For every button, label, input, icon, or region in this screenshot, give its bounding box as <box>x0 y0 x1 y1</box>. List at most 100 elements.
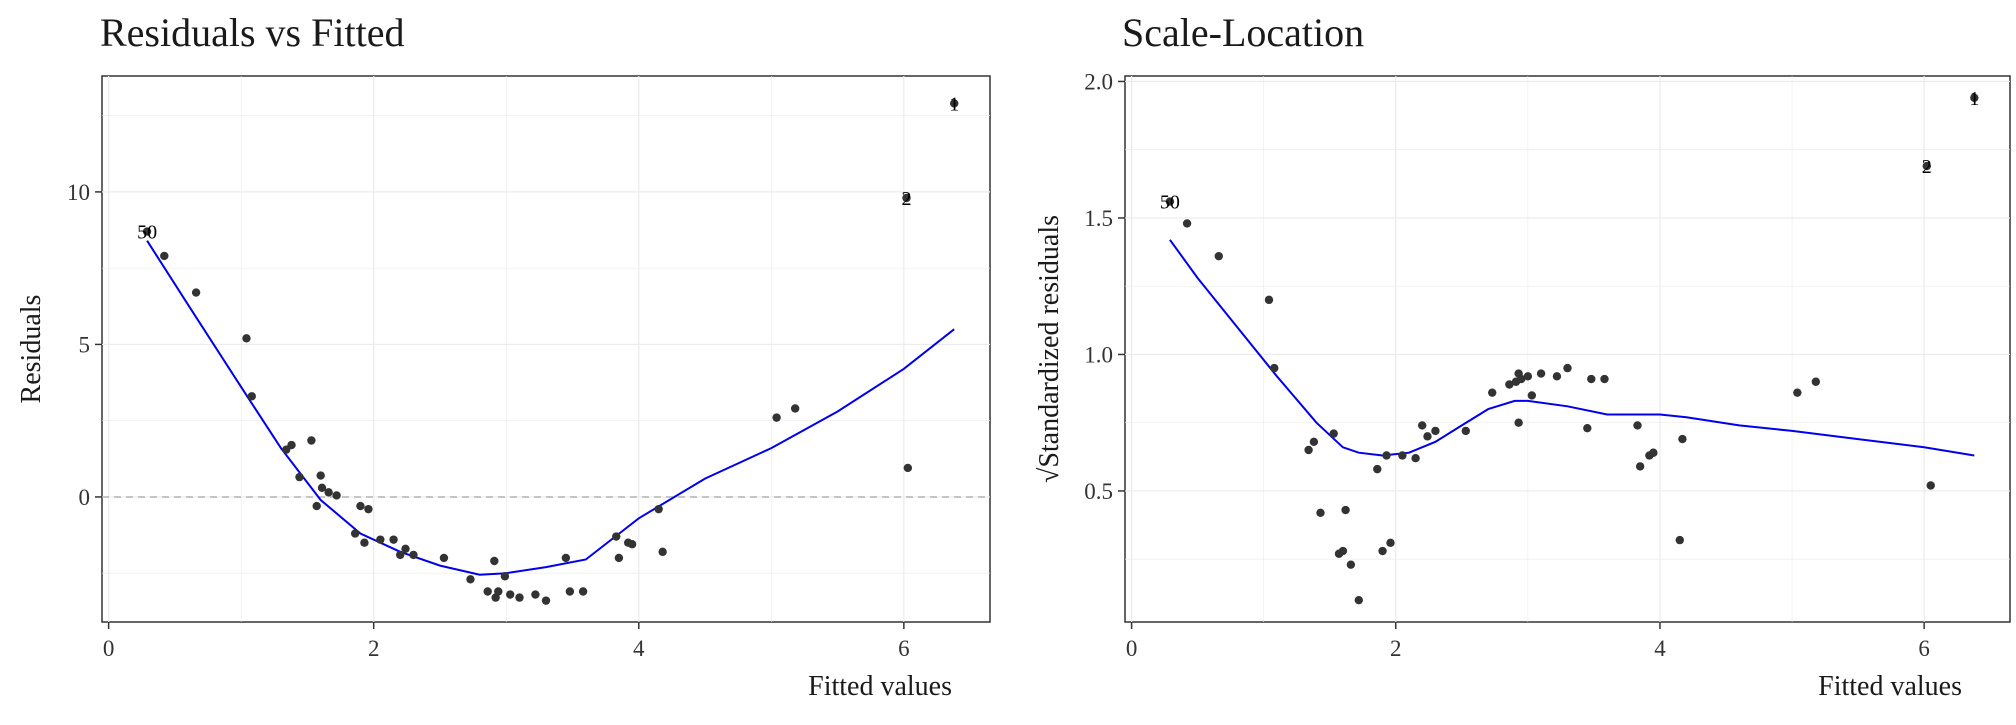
data-point <box>191 288 201 297</box>
data-point <box>1346 560 1356 569</box>
data-point <box>1431 426 1440 436</box>
x-axis-label: Fitted values <box>1818 671 1962 702</box>
y-axis-ticks: 0.5 1.0 1.5 2.0 <box>1084 69 1125 504</box>
data-point <box>1649 448 1658 457</box>
data-point <box>1488 388 1497 397</box>
data-point <box>1378 546 1387 556</box>
data-point <box>506 590 515 599</box>
data-point <box>1423 432 1432 441</box>
outlier-point <box>1922 161 1931 171</box>
data-point <box>500 572 510 581</box>
data-point <box>612 532 621 541</box>
data-point <box>1418 421 1427 430</box>
data-point <box>1505 380 1514 389</box>
data-point <box>790 404 800 413</box>
data-point <box>1678 434 1687 444</box>
data-point <box>561 553 571 563</box>
data-point <box>1633 421 1642 430</box>
outlier-point <box>1165 197 1175 206</box>
data-point <box>1600 374 1609 384</box>
data-point <box>1338 546 1348 556</box>
outlier-label: 2 <box>1922 156 1932 178</box>
data-point <box>316 471 325 480</box>
x-axis-label: Fitted values <box>808 671 952 702</box>
y-tick-label: 5 <box>79 332 91 357</box>
data-points <box>1182 219 1935 605</box>
data-point <box>658 547 667 557</box>
outlier-label: 50 <box>137 222 157 244</box>
data-point <box>515 593 524 602</box>
data-point <box>614 553 624 563</box>
data-point <box>490 556 499 566</box>
data-point <box>1329 429 1338 438</box>
point-labels: 50 2 1 <box>137 93 959 243</box>
data-point <box>1552 372 1562 381</box>
data-point <box>396 550 405 560</box>
smooth-curve <box>1169 239 1975 457</box>
outlier-point <box>950 99 959 108</box>
data-point <box>1527 391 1537 400</box>
data-point <box>364 504 373 514</box>
data-point <box>1304 445 1313 455</box>
data-point <box>1182 219 1192 228</box>
y-axis-ticks: 0 5 10 <box>67 180 102 510</box>
data-point <box>360 538 369 547</box>
y-tick-label: 2.0 <box>1084 69 1113 94</box>
outlier-point <box>1970 93 1979 103</box>
x-tick-label: 4 <box>633 636 645 661</box>
data-point <box>1793 388 1802 397</box>
data-point <box>1309 437 1319 447</box>
data-point <box>654 504 663 514</box>
data-point <box>1354 595 1363 605</box>
data-point <box>1536 369 1546 378</box>
point-labels: 50 2 1 <box>1160 88 1979 214</box>
residuals-vs-fitted-panel: Residuals vs Fitted 0 2 4 6 0 5 10 50 2 1 Fitte… <box>16 10 991 702</box>
y-axis-label: √Standardized residuals <box>1034 215 1065 483</box>
data-point <box>160 251 169 261</box>
data-points <box>160 251 913 605</box>
data-point <box>1675 535 1684 545</box>
data-point <box>317 483 327 492</box>
x-axis-ticks: 0 2 4 6 <box>103 622 910 661</box>
data-point <box>332 491 341 500</box>
data-point <box>1523 372 1533 381</box>
y-tick-label: 1.0 <box>1084 342 1113 367</box>
x-tick-label: 4 <box>1654 636 1666 661</box>
data-point <box>247 392 256 401</box>
y-tick-label: 0.5 <box>1084 479 1113 504</box>
data-point <box>1386 538 1395 548</box>
data-point <box>1264 295 1274 305</box>
y-tick-label: 10 <box>67 180 90 205</box>
x-tick-label: 6 <box>898 636 910 661</box>
data-point <box>1635 462 1645 471</box>
data-point <box>1583 423 1592 433</box>
outlier-label: 2 <box>902 188 912 210</box>
y-axis-label: Residuals <box>16 295 47 404</box>
x-tick-label: 2 <box>368 636 380 661</box>
data-point <box>1461 426 1470 436</box>
y-tick-label: 0 <box>79 485 91 510</box>
data-point <box>409 550 418 560</box>
outlier-point <box>142 227 152 236</box>
data-point <box>287 440 296 450</box>
data-point <box>1411 454 1420 463</box>
data-point <box>1514 418 1523 427</box>
data-point <box>1811 377 1821 386</box>
plot-frame <box>1124 75 2011 623</box>
data-point <box>466 575 475 584</box>
data-point <box>1926 481 1935 490</box>
plot-frame <box>101 75 991 623</box>
data-point <box>1373 464 1382 474</box>
data-point <box>1214 251 1223 261</box>
data-point <box>578 587 588 596</box>
data-point <box>295 472 304 482</box>
data-point <box>772 413 781 422</box>
x-tick-label: 2 <box>1390 636 1402 661</box>
data-point <box>565 587 575 596</box>
data-point <box>541 596 551 605</box>
data-point <box>389 535 398 544</box>
smooth-line <box>1169 239 1975 457</box>
data-point <box>1563 363 1572 373</box>
data-point <box>483 587 492 596</box>
